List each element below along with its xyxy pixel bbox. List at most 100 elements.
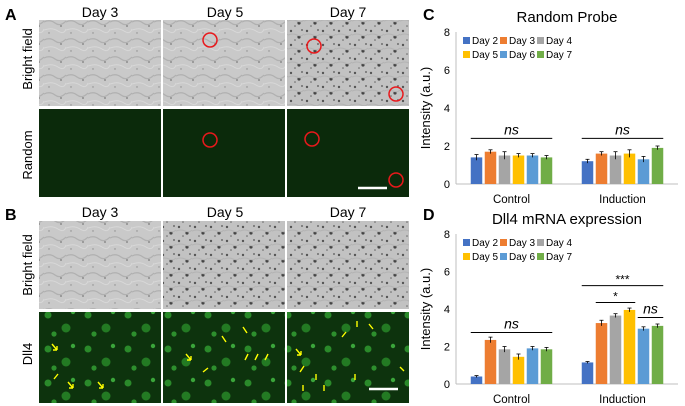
marker-circle (388, 86, 404, 102)
legend-label: Day 7 (546, 50, 573, 61)
significance-label: ns (504, 315, 519, 331)
significance-label: ns (615, 121, 630, 137)
marker-circle (202, 32, 218, 48)
legend-swatch (500, 37, 507, 44)
y-axis-label: Intensity (a.u.) (418, 268, 433, 350)
y-tick-label: 0 (444, 179, 450, 191)
legend-label: Day 3 (509, 238, 536, 249)
bar-control-day4 (498, 349, 511, 384)
legend-label: Day 6 (509, 50, 536, 61)
category-label-control: Control (493, 394, 530, 406)
bar-induction-day7 (651, 147, 664, 184)
bar-control-day5 (512, 155, 525, 184)
y-axis-label: Intensity (a.u.) (418, 67, 433, 149)
legend-swatch (537, 51, 544, 58)
bar-induction-day3 (595, 153, 608, 184)
image-a-brightfield-day7 (287, 20, 409, 106)
chart-random-probe: Random Probe Intensity (a.u.) 0 2 4 6 8 Control… (418, 9, 678, 206)
image-a-brightfield-day3 (39, 20, 161, 106)
y-tick-label: 4 (444, 304, 450, 316)
col-label-b1: Day 3 (82, 204, 119, 220)
y-tick-label: 6 (444, 267, 450, 279)
legend-label: Day 2 (472, 238, 499, 249)
category-label-induction: Induction (599, 194, 646, 206)
y-tick-label: 0 (444, 379, 450, 391)
image-b-brightfield-day5 (163, 221, 285, 309)
y-tick-label: 4 (444, 103, 450, 115)
row-label-a1: Bright field (20, 28, 35, 89)
col-label-b3: Day 7 (330, 204, 367, 220)
y-tick-label: 8 (444, 229, 450, 241)
legend-label: Day 4 (546, 238, 573, 249)
legend-swatch (537, 239, 544, 246)
bar-induction-day7 (651, 325, 664, 384)
chart-dll4-expression: Dll4 mRNA expression Intensity (a.u.) 0 2 4 6… (418, 211, 678, 406)
legend-swatch (463, 239, 470, 246)
panel-label-d: D (423, 207, 435, 224)
legend-label: Day 5 (472, 50, 499, 61)
y-tick-label: 2 (444, 342, 450, 354)
bar-control-day3 (484, 151, 497, 184)
bar-control-day2 (470, 157, 483, 184)
arrow-markers (51, 321, 405, 391)
significance-label: *** (615, 273, 629, 287)
bar-induction-day6 (637, 328, 650, 384)
panel-label-c: C (423, 7, 435, 24)
bar-control-day7 (540, 157, 553, 184)
image-b-dll4-day3 (39, 312, 161, 403)
legend-swatch (463, 51, 470, 58)
col-label-b2: Day 5 (207, 204, 244, 220)
legend-label: Day 7 (546, 252, 573, 263)
bar-control-day6 (526, 155, 539, 184)
panel-label-b: B (5, 207, 17, 224)
image-b-brightfield-day7 (287, 221, 409, 309)
marker-circle (388, 172, 404, 188)
legend-swatch (500, 239, 507, 246)
legend-label: Day 3 (509, 36, 536, 47)
image-a-random-day5 (163, 109, 285, 197)
bar-control-day3 (484, 339, 497, 384)
legend-swatch (500, 253, 507, 260)
bar-induction-day2 (581, 161, 594, 184)
significance-label: ns (643, 300, 658, 316)
row-label-b2: Dll4 (20, 343, 35, 365)
y-tick-label: 2 (444, 141, 450, 153)
significance-label: ns (504, 121, 519, 137)
col-label-a3: Day 7 (330, 4, 367, 20)
image-a-brightfield-day5 (163, 20, 285, 106)
panel-label-a: A (5, 7, 17, 24)
bar-control-day7 (540, 349, 553, 384)
category-label-induction: Induction (599, 394, 646, 406)
image-a-random-day3 (39, 109, 161, 197)
bar-induction-day4 (609, 315, 622, 384)
bar-control-day5 (512, 356, 525, 384)
bar-induction-day5 (623, 309, 636, 384)
legend-label: Day 4 (546, 36, 573, 47)
bar-induction-day6 (637, 159, 650, 184)
col-label-a2: Day 5 (207, 4, 244, 20)
bar-control-day4 (498, 155, 511, 184)
bar-control-day2 (470, 376, 483, 384)
marker-circle (306, 38, 322, 54)
bar-induction-day2 (581, 362, 594, 384)
marker-circle (304, 131, 320, 147)
legend-label: Day 5 (472, 252, 499, 263)
legend-label: Day 6 (509, 252, 536, 263)
category-label-control: Control (493, 194, 530, 206)
legend-swatch (463, 253, 470, 260)
y-tick-label: 8 (444, 27, 450, 39)
y-tick-label: 6 (444, 65, 450, 77)
marker-circle (202, 132, 218, 148)
row-label-b1: Bright field (20, 234, 35, 295)
chart-title: Random Probe (517, 9, 618, 26)
chart-title: Dll4 mRNA expression (492, 211, 642, 228)
image-b-dll4-day5 (163, 312, 285, 403)
bar-induction-day5 (623, 153, 636, 184)
bar-control-day6 (526, 348, 539, 384)
image-b-brightfield-day3 (39, 221, 161, 309)
legend-swatch (463, 37, 470, 44)
legend-label: Day 2 (472, 36, 499, 47)
row-label-a2: Random (20, 130, 35, 179)
bar-induction-day3 (595, 323, 608, 384)
